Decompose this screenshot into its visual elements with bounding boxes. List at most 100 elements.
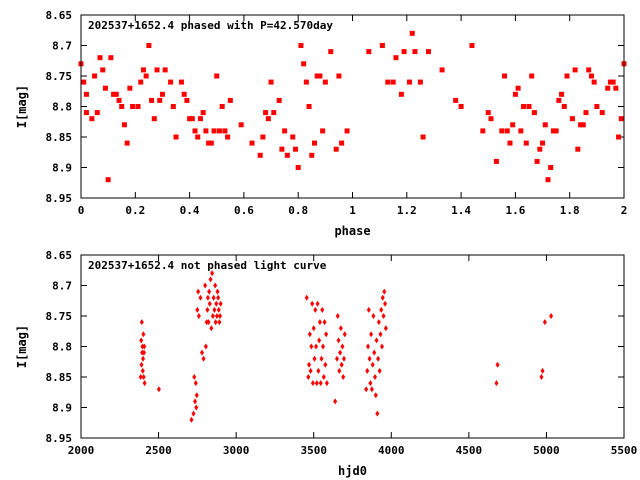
top-data-point	[102, 85, 108, 91]
top-data-point	[121, 122, 127, 128]
bottom-data-point	[324, 380, 329, 387]
top-data-point	[322, 79, 328, 85]
bottom-data-point	[338, 349, 343, 356]
bottom-data-point	[200, 349, 205, 356]
bottom-data-point	[375, 410, 380, 417]
top-x-tick-label: 1	[349, 204, 356, 217]
bottom-data-point	[380, 294, 385, 301]
bottom-data-point	[205, 306, 210, 313]
top-data-point	[526, 104, 532, 109]
top-data-point	[282, 128, 288, 134]
top-data-point	[575, 146, 581, 152]
bottom-data-point	[383, 325, 388, 332]
top-data-point	[197, 116, 203, 122]
bottom-data-point	[203, 343, 208, 350]
bottom-data-point	[195, 306, 200, 313]
bottom-data-point	[381, 313, 386, 319]
bottom-data-point	[319, 355, 324, 362]
top-data-point	[521, 104, 527, 109]
top-x-tick-label: 0.4	[180, 204, 200, 217]
top-y-tick-label: 8.85	[46, 131, 73, 144]
bottom-data-point	[379, 343, 384, 350]
bottom-data-point	[309, 343, 314, 350]
top-data-point	[545, 177, 551, 183]
bottom-data-point	[312, 355, 317, 362]
top-x-tick-label: 2	[621, 204, 628, 217]
top-data-point	[564, 73, 570, 79]
bottom-data-point	[142, 380, 147, 387]
top-data-point	[157, 97, 163, 103]
bottom-y-tick-label: 8.65	[46, 249, 73, 262]
top-data-point	[559, 91, 565, 97]
top-data-point	[523, 140, 529, 146]
top-data-point	[556, 97, 562, 103]
bottom-data-point	[307, 331, 312, 338]
bottom-data-point	[210, 313, 215, 319]
top-y-tick-label: 8.9	[52, 162, 72, 175]
top-data-point	[146, 43, 152, 48]
bottom-data-point	[337, 367, 342, 374]
top-data-point	[108, 55, 114, 61]
bottom-data-point	[382, 288, 387, 295]
top-data-point	[116, 97, 122, 103]
top-x-tick-label: 0	[78, 204, 85, 217]
top-data-point	[119, 104, 125, 109]
bottom-data-point	[540, 367, 545, 374]
bottom-data-point	[198, 294, 203, 301]
bottom-data-point	[216, 306, 221, 313]
bottom-data-point	[308, 367, 313, 374]
top-x-axis-title: phase	[334, 224, 370, 238]
bottom-data-point	[340, 343, 345, 350]
top-data-point	[311, 140, 317, 146]
top-data-point	[168, 79, 174, 85]
top-data-point	[105, 177, 111, 183]
top-data-point	[225, 134, 231, 140]
top-data-point	[184, 97, 190, 103]
top-data-point	[569, 116, 575, 122]
top-data-point	[480, 128, 486, 134]
top-data-point	[263, 110, 269, 116]
top-data-point	[610, 79, 616, 85]
bottom-data-point	[317, 337, 322, 344]
bottom-data-point	[218, 300, 223, 307]
top-data-point	[328, 49, 334, 55]
bottom-chart-title: 202537+1652.4 not phased light curve	[88, 259, 327, 272]
top-data-point	[607, 79, 613, 85]
top-data-point	[214, 73, 220, 79]
top-data-point	[314, 73, 320, 79]
top-data-point	[594, 104, 600, 109]
top-data-point	[268, 79, 274, 85]
top-data-point	[206, 140, 212, 146]
bottom-data-point	[156, 386, 161, 393]
bottom-y-tick-label: 8.9	[52, 402, 72, 415]
top-data-point	[379, 43, 385, 48]
bottom-data-point	[377, 367, 382, 374]
top-data-point	[401, 49, 407, 55]
top-data-point	[531, 110, 537, 116]
bottom-data-point	[196, 288, 201, 295]
top-data-point	[216, 128, 222, 134]
top-data-point	[515, 85, 521, 91]
top-y-tick-label: 8.8	[52, 101, 72, 114]
top-data-point	[303, 79, 309, 85]
bottom-data-point	[320, 306, 325, 313]
bottom-data-point	[371, 313, 376, 319]
top-data-point	[265, 116, 271, 122]
top-data-point	[271, 110, 277, 116]
bottom-x-axis-title: hjd0	[338, 464, 367, 478]
top-data-point	[162, 67, 168, 73]
top-data-point	[390, 79, 396, 85]
top-data-point	[317, 73, 323, 79]
bottom-y-tick-label: 8.75	[46, 310, 73, 323]
top-data-point	[605, 85, 611, 91]
bottom-data-point	[139, 361, 144, 368]
top-data-point	[493, 158, 499, 164]
top-data-point	[458, 104, 464, 109]
bottom-y-axis-title: I[mag]	[15, 325, 29, 368]
top-data-point	[100, 67, 106, 73]
bottom-data-point	[217, 319, 222, 326]
top-data-point	[548, 165, 554, 170]
top-x-tick-label: 1.8	[560, 204, 580, 217]
top-data-point	[140, 67, 146, 73]
top-data-point	[143, 73, 149, 79]
